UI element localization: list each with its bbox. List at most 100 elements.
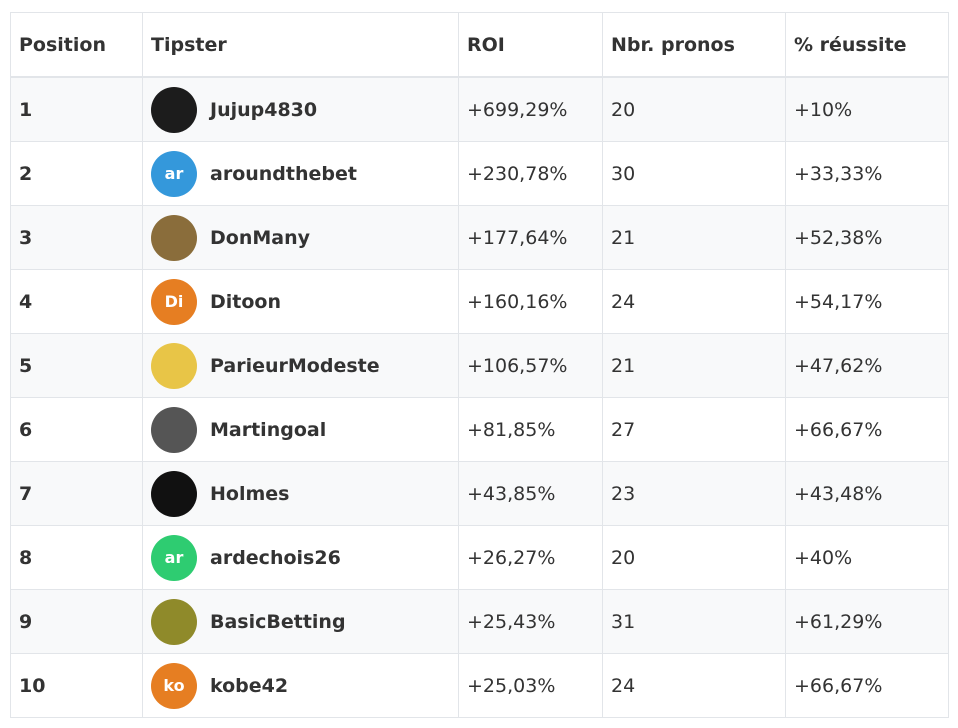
tipster: Di Ditoon: [151, 278, 450, 325]
tipster-name: Jujup4830: [210, 98, 318, 121]
tipster-name: ParieurModeste: [210, 354, 380, 377]
success-rate: +61,29%: [785, 589, 949, 654]
pronos-count: 20: [602, 76, 786, 142]
success-rate: +40%: [785, 525, 949, 590]
success-rate: +54,17%: [785, 269, 949, 334]
tipster-name: kobe42: [210, 674, 289, 697]
avatar: ar: [151, 150, 197, 197]
table-row: 4 Di Ditoon +160,16% 24 +54,17%: [10, 269, 949, 334]
table-head: Position Tipster ROI Nbr. pronos% réussite: [10, 12, 949, 78]
tipster-name: aroundthebet: [210, 162, 357, 185]
position: 1: [10, 76, 143, 142]
roi: +81,85%: [458, 397, 603, 462]
success-rate: +52,38%: [785, 205, 949, 270]
tipster: Martingoal: [151, 406, 450, 453]
pronos-count: 27: [602, 397, 786, 462]
tipster-name: ardechois26: [210, 546, 341, 569]
tipster-name: Holmes: [210, 482, 290, 505]
table-row: 6 Martingoal +81,85% 27 +66,67%: [10, 397, 949, 462]
tipster: ko kobe42: [151, 662, 450, 709]
success-rate: +43,48%: [785, 461, 949, 526]
tipster-name: DonMany: [210, 226, 310, 249]
avatar: ko: [151, 662, 197, 709]
avatar: [151, 214, 197, 261]
pronos-count: 24: [602, 653, 786, 718]
tipster-cell: ar ardechois26: [142, 525, 459, 590]
tipster: BasicBetting: [151, 598, 450, 645]
avatar: ar: [151, 534, 197, 581]
ranking-table: Position Tipster ROI Nbr. pronos% réussite …: [10, 12, 949, 718]
roi: +26,27%: [458, 525, 603, 590]
tipster: Holmes: [151, 470, 450, 517]
position: 10: [10, 653, 143, 718]
avatar: [151, 598, 197, 645]
success-rate: +33,33%: [785, 141, 949, 206]
tipster-name: BasicBetting: [210, 610, 346, 633]
table-row: 8 ar ardechois26 +26,27% 20 +40%: [10, 525, 949, 590]
position: 5: [10, 333, 143, 398]
avatar: [151, 342, 197, 389]
table-row: 7 Holmes +43,85% 23 +43,48%: [10, 461, 949, 526]
header-row: Position Tipster ROI Nbr. pronos% réussite: [10, 12, 949, 78]
position: 6: [10, 397, 143, 462]
tipster-cell: BasicBetting: [142, 589, 459, 654]
roi: +699,29%: [458, 76, 603, 142]
roi: +177,64%: [458, 205, 603, 270]
tipster-cell: Martingoal: [142, 397, 459, 462]
position: 3: [10, 205, 143, 270]
roi: +43,85%: [458, 461, 603, 526]
table-row: 5 ParieurModeste +106,57% 21 +47,62%: [10, 333, 949, 398]
table-row: 1 Jujup4830 +699,29% 20 +10%: [10, 76, 949, 142]
position: 4: [10, 269, 143, 334]
success-rate: +66,67%: [785, 653, 949, 718]
pronos-count: 21: [602, 205, 786, 270]
tipster-cell: ar aroundthebet: [142, 141, 459, 206]
tipster: Jujup4830: [151, 86, 450, 133]
tipster: ar aroundthebet: [151, 150, 450, 197]
pronos-count: 21: [602, 333, 786, 398]
pronos-count: 31: [602, 589, 786, 654]
avatar: Di: [151, 278, 197, 325]
position: 9: [10, 589, 143, 654]
table-row: 2 ar aroundthebet +230,78% 30 +33,33%: [10, 141, 949, 206]
column-header: ROI: [458, 12, 603, 78]
pronos-count: 20: [602, 525, 786, 590]
avatar: [151, 406, 197, 453]
tipster: DonMany: [151, 214, 450, 261]
avatar: [151, 470, 197, 517]
position: 2: [10, 141, 143, 206]
tipster: ar ardechois26: [151, 534, 450, 581]
pronos-count: 24: [602, 269, 786, 334]
position: 8: [10, 525, 143, 590]
success-rate: +47,62%: [785, 333, 949, 398]
tipster-cell: ParieurModeste: [142, 333, 459, 398]
tipster-cell: Holmes: [142, 461, 459, 526]
tipster-cell: ko kobe42: [142, 653, 459, 718]
column-header: Position: [10, 12, 143, 78]
success-rate: +10%: [785, 76, 949, 142]
tipster-cell: Jujup4830: [142, 76, 459, 142]
column-header: Tipster: [142, 12, 459, 78]
roi: +160,16%: [458, 269, 603, 334]
tipster-name: Ditoon: [210, 290, 281, 313]
table-row: 3 DonMany +177,64% 21 +52,38%: [10, 205, 949, 270]
roi: +106,57%: [458, 333, 603, 398]
roi: +230,78%: [458, 141, 603, 206]
success-rate: +66,67%: [785, 397, 949, 462]
column-header: % réussite: [785, 12, 949, 78]
column-header: Nbr. pronos: [602, 12, 786, 78]
avatar: [151, 86, 197, 133]
tipster-cell: Di Ditoon: [142, 269, 459, 334]
pronos-count: 30: [602, 141, 786, 206]
tipster-cell: DonMany: [142, 205, 459, 270]
tipster: ParieurModeste: [151, 342, 450, 389]
table-row: 9 BasicBetting +25,43% 31 +61,29%: [10, 589, 949, 654]
table-body: 1 Jujup4830 +699,29% 20 +10% 2 ar aroundthebet +…: [10, 76, 949, 718]
roi: +25,43%: [458, 589, 603, 654]
tipster-name: Martingoal: [210, 418, 327, 441]
table-row: 10 ko kobe42 +25,03% 24 +66,67%: [10, 653, 949, 718]
position: 7: [10, 461, 143, 526]
pronos-count: 23: [602, 461, 786, 526]
roi: +25,03%: [458, 653, 603, 718]
